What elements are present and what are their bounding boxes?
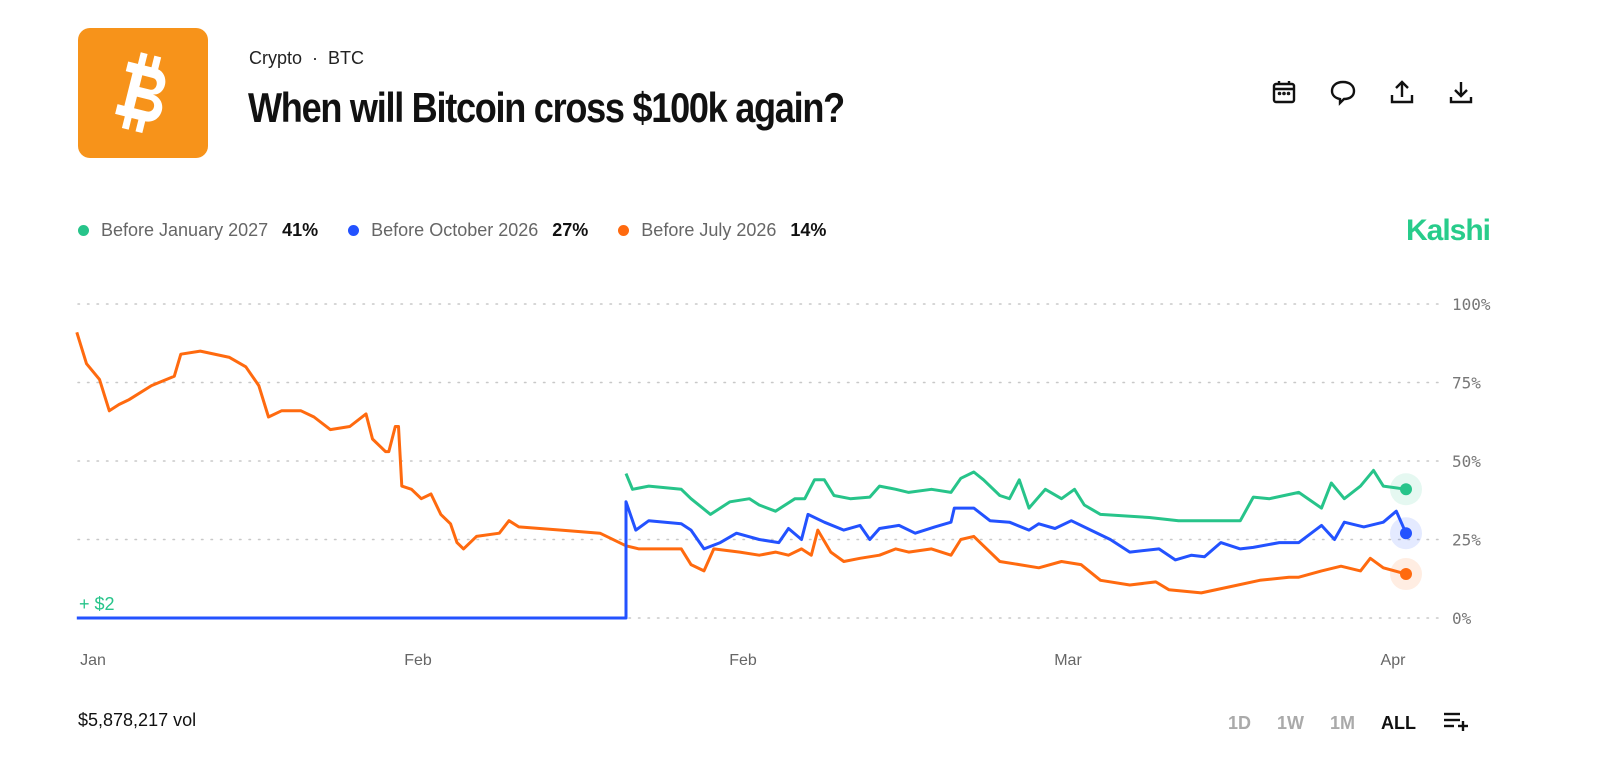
bitcoin-icon [115, 52, 166, 134]
y-tick-label: 50% [1452, 452, 1481, 471]
legend-label: Before July 2026 [641, 220, 777, 240]
x-tick-label: Feb [404, 652, 432, 669]
legend-dot [348, 225, 360, 236]
series-line [76, 500, 1408, 620]
y-tick-label: 100% [1452, 295, 1491, 314]
y-tick-label: 75% [1452, 374, 1481, 393]
legend-dot [78, 225, 89, 236]
legend-label: Before January 2027 [101, 220, 269, 240]
comment-icon[interactable] [1329, 78, 1357, 106]
timeframe-1d[interactable]: 1D [1228, 713, 1252, 733]
timeframe-1m[interactable]: 1M [1330, 713, 1356, 733]
series-line [624, 468, 1407, 523]
series-line [75, 331, 1407, 595]
breadcrumb-category[interactable]: Crypto [249, 48, 303, 68]
legend-item[interactable]: Before July 2026 14% [618, 220, 826, 241]
breadcrumb: Crypto · BTC [249, 48, 364, 69]
chart-legend: Before January 2027 41% Before October 20… [78, 220, 856, 241]
x-tick-label: Apr [1381, 652, 1407, 669]
annotation-label: + $2 [79, 594, 115, 614]
bitcoin-logo [78, 28, 208, 158]
action-bar [1270, 78, 1475, 106]
playlist-add-icon[interactable] [1442, 710, 1470, 737]
breadcrumb-separator: · [312, 48, 319, 68]
breadcrumb-ticker[interactable]: BTC [328, 48, 365, 68]
timeframe-selector: 1D 1W 1M ALL [1228, 710, 1470, 737]
page-title: When will Bitcoin cross $100k again? [248, 84, 845, 131]
end-dot [1400, 568, 1412, 581]
end-dot [1400, 527, 1412, 540]
share-icon[interactable] [1388, 78, 1416, 106]
x-tick-label: Feb [729, 652, 757, 669]
y-tick-label: 0% [1452, 609, 1472, 628]
kalshi-logo[interactable]: Kalshi [1405, 214, 1491, 247]
calendar-icon[interactable] [1270, 78, 1298, 106]
legend-item[interactable]: Before January 2027 41% [78, 220, 318, 241]
legend-value: 14% [790, 220, 827, 240]
timeframe-all[interactable]: ALL [1381, 713, 1417, 733]
timeframe-1w[interactable]: 1W [1277, 713, 1305, 733]
legend-value: 27% [552, 220, 589, 240]
end-dot [1400, 483, 1412, 496]
y-tick-label: 25% [1452, 531, 1481, 550]
legend-dot [618, 225, 630, 236]
download-icon[interactable] [1447, 78, 1475, 106]
volume-text: $5,878,217 vol [78, 710, 197, 730]
x-tick-label: Jan [80, 652, 106, 669]
legend-label: Before October 2026 [371, 220, 539, 240]
x-tick-label: Mar [1054, 652, 1082, 669]
legend-item[interactable]: Before October 2026 27% [348, 220, 588, 241]
legend-value: 41% [282, 220, 319, 240]
